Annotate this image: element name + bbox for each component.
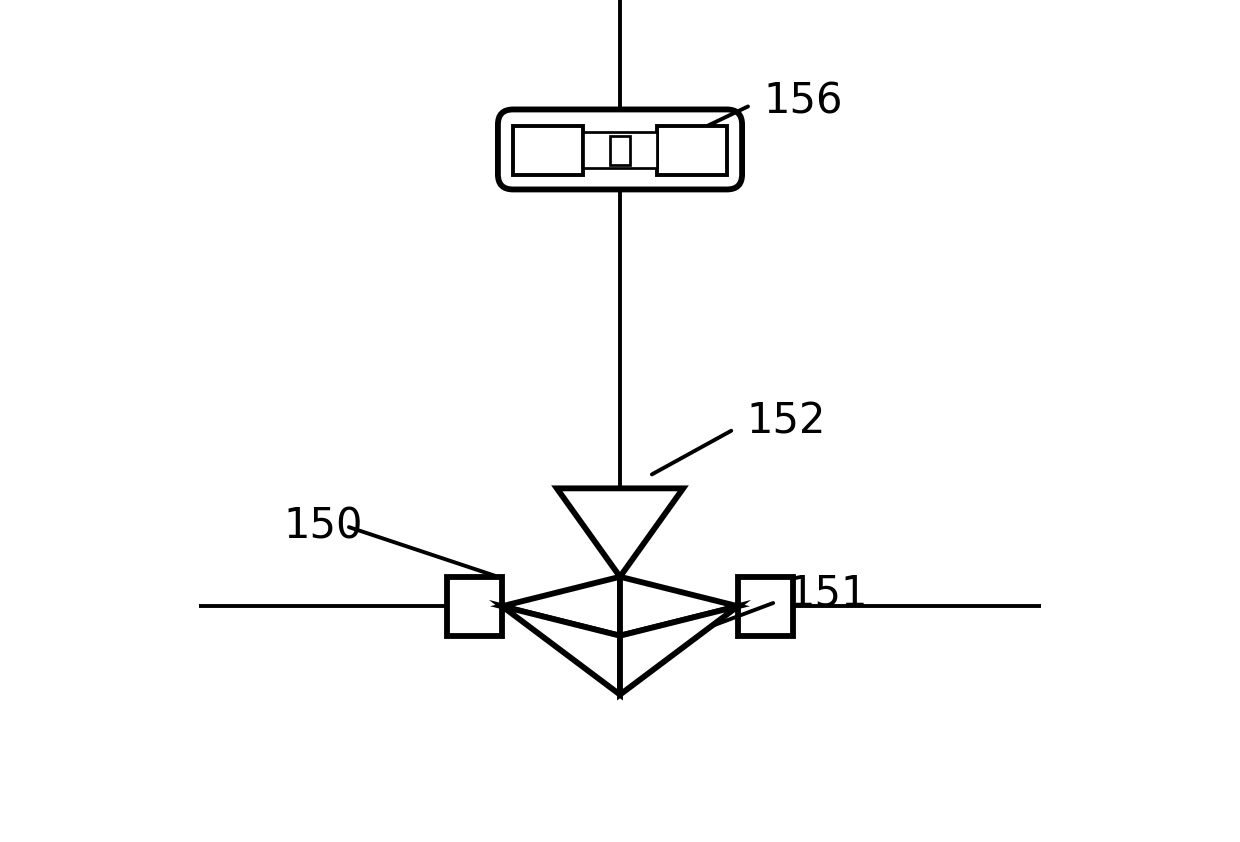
Polygon shape [557,488,683,577]
Text: 150: 150 [283,505,363,547]
Polygon shape [502,606,620,695]
Text: 156: 156 [763,80,843,122]
Bar [610,136,630,165]
Polygon shape [620,577,738,636]
Bar [657,126,727,175]
FancyBboxPatch shape [498,109,742,189]
Bar [738,577,792,636]
Text: 151: 151 [789,573,868,615]
Bar [448,577,502,636]
Polygon shape [502,577,620,636]
Bar [583,132,657,168]
Polygon shape [620,606,738,695]
Text: 152: 152 [746,400,826,442]
Bar [513,126,583,175]
